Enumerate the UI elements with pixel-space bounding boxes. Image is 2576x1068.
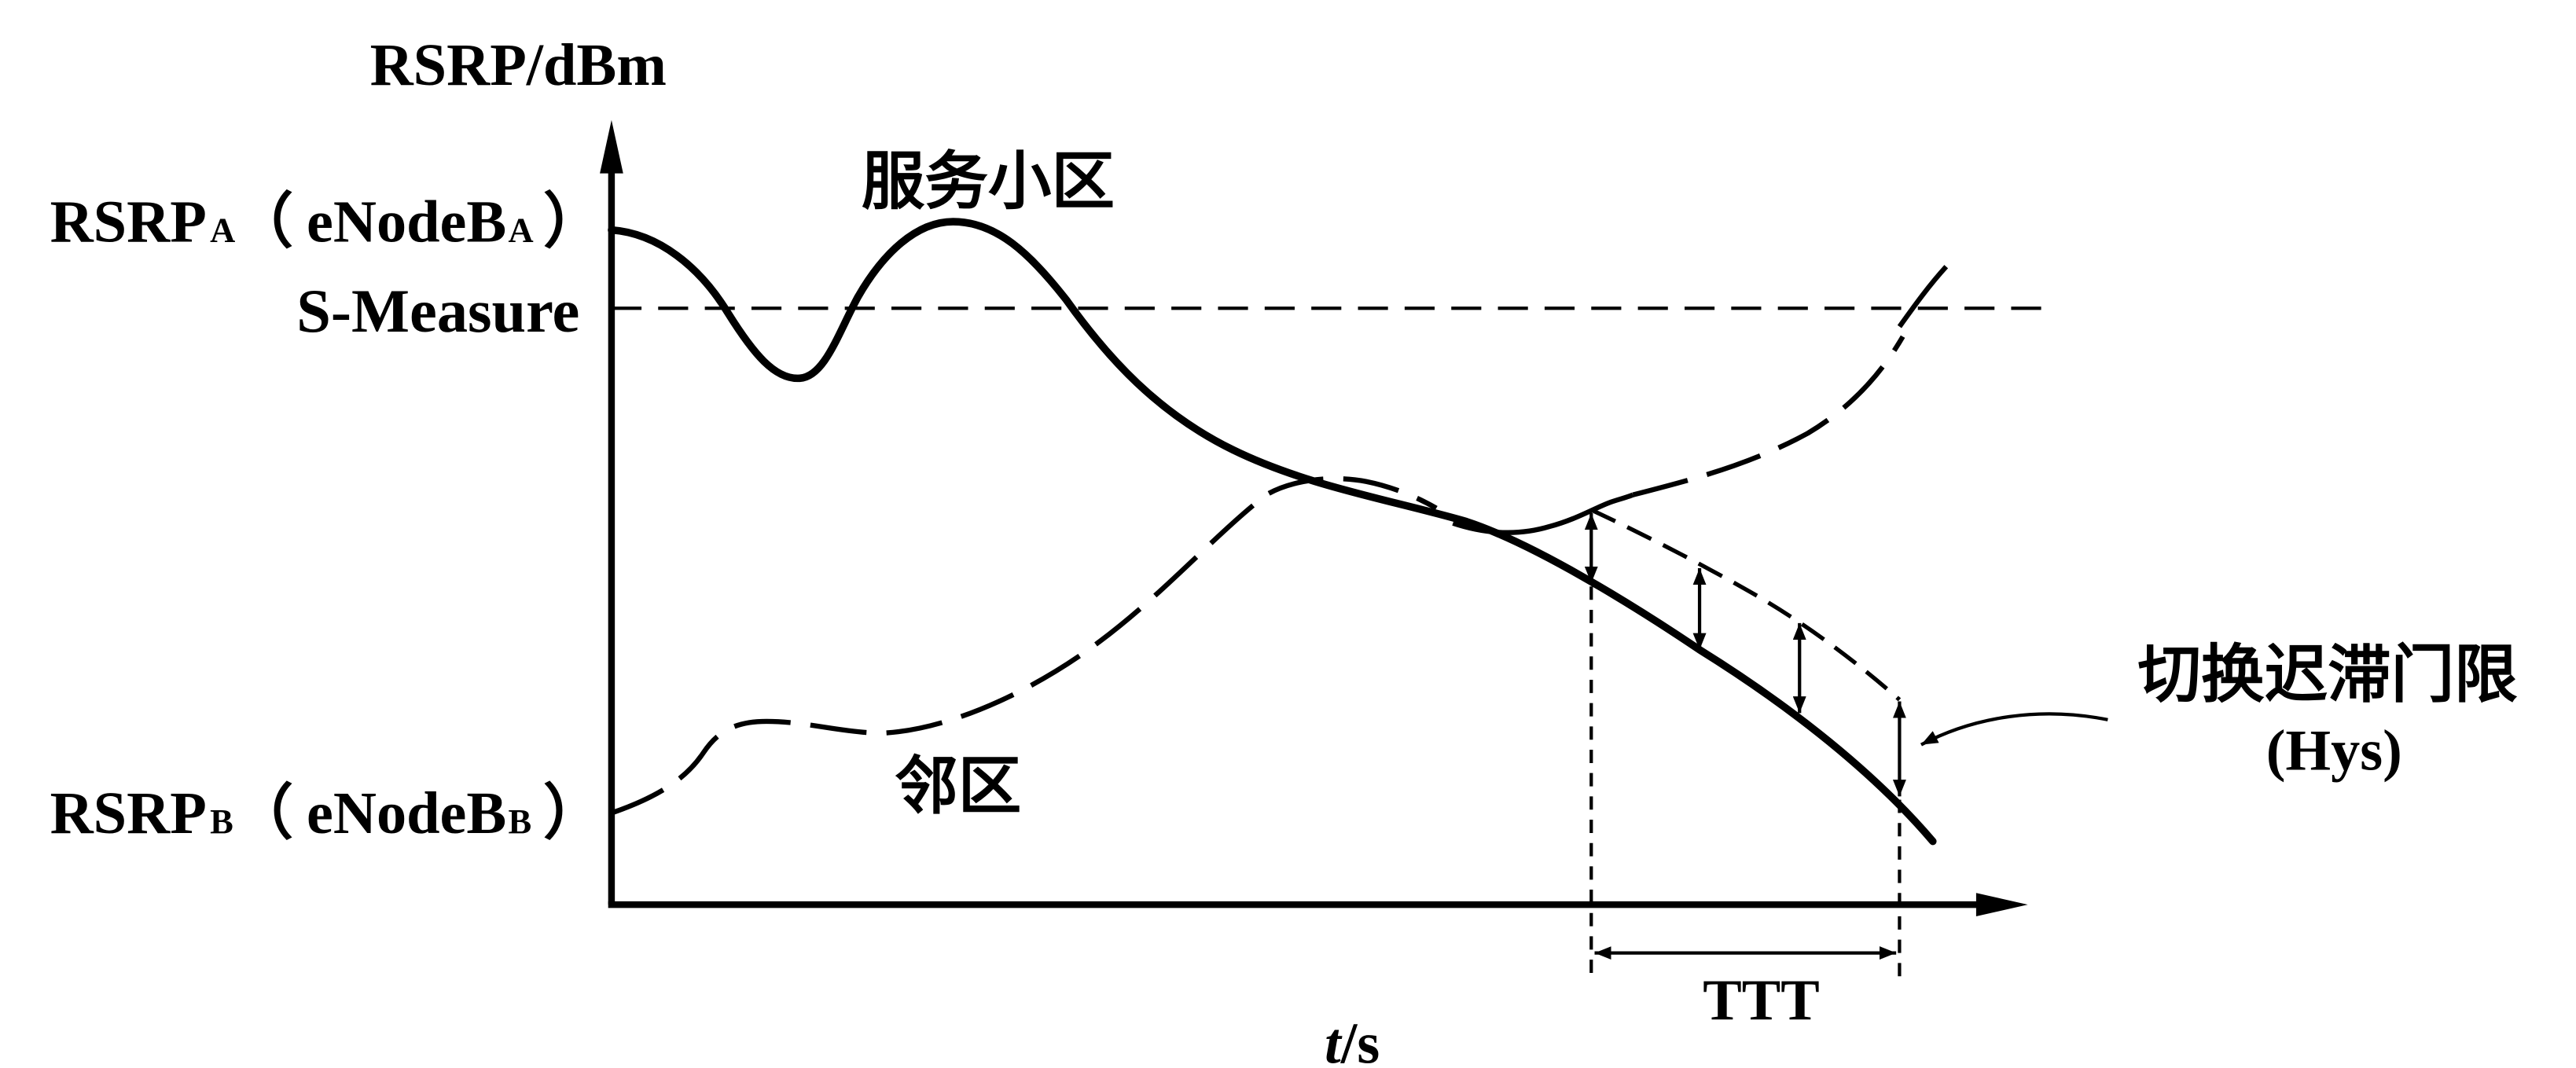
rsrp-b-node-subscript: B bbox=[508, 802, 531, 841]
hysteresis-pointer-arrow bbox=[1920, 712, 2108, 747]
hysteresis-abbr: (Hys) bbox=[2266, 718, 2402, 783]
hysteresis-offset-curve bbox=[1590, 508, 1902, 702]
axes bbox=[600, 119, 2028, 916]
rsrp-a-open-paren: （ bbox=[233, 188, 293, 255]
hysteresis-label: 切换迟滞门限 bbox=[2138, 637, 2519, 711]
hysteresis-arrows bbox=[1584, 513, 1906, 797]
y-axis-arrow-icon bbox=[600, 119, 623, 174]
serving-cell-label: 服务小区 bbox=[862, 144, 1115, 218]
rsrp-a-close-paren: ） bbox=[543, 188, 603, 255]
rsrp-a-subscript: A bbox=[210, 210, 235, 249]
rsrp-b-node: eNodeB bbox=[307, 780, 506, 846]
rsrp-b-name: RSRP bbox=[50, 780, 207, 846]
serving-cell-curve bbox=[608, 218, 1937, 846]
rsrp-a-node-subscript: A bbox=[508, 210, 533, 249]
neighbor-cell-curve bbox=[610, 475, 1438, 816]
x-axis-label-unit: /s bbox=[1340, 1011, 1380, 1068]
rsrp-b-subscript: B bbox=[210, 802, 233, 841]
rsrp-b-label: RSRP B （ eNodeB B ） bbox=[50, 780, 604, 846]
rsrp-b-close-paren: ） bbox=[543, 780, 603, 846]
x-axis-arrow-icon bbox=[1975, 893, 2028, 916]
neighbor-cell-curve-solid-segment bbox=[1452, 492, 1634, 535]
ttt-label: TTT bbox=[1703, 968, 1819, 1033]
y-axis-label: RSRP/dBm bbox=[370, 31, 667, 98]
x-axis-label-variable: t bbox=[1325, 1011, 1343, 1068]
x-axis-label: t/s bbox=[1325, 1011, 1380, 1068]
neighbor-cell-label: 邻区 bbox=[895, 748, 1021, 823]
rsrp-b-open-paren: （ bbox=[233, 780, 293, 846]
rsrp-a-name: RSRP bbox=[50, 188, 207, 255]
rsrp-a-label: RSRP A （ eNodeB A ） bbox=[50, 188, 604, 255]
rsrp-a-node: eNodeB bbox=[307, 188, 506, 255]
neighbor-cell-curve-end-segment bbox=[1897, 265, 1949, 328]
neighbor-cell-curve-rising bbox=[1632, 335, 1905, 497]
s-measure-label: S-Measure bbox=[296, 277, 579, 345]
